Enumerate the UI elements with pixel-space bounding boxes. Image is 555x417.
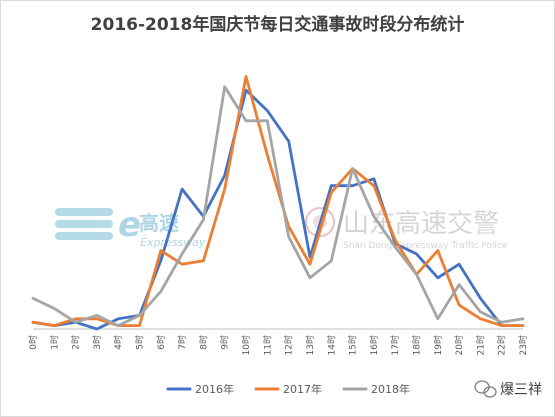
x-tick-label: 2时 [70, 335, 82, 350]
legend-label: 2016年 [195, 382, 234, 396]
x-tick-label: 21时 [474, 335, 486, 355]
x-tick-label: 14时 [325, 335, 337, 355]
x-tick-label: 0时 [27, 335, 39, 350]
x-tick-label: 13时 [304, 335, 316, 355]
x-tick-label: 16时 [368, 335, 380, 355]
chart-title: 2016-2018年国庆节每日交通事故时段分布统计 [90, 15, 465, 35]
x-tick-label: 15时 [347, 335, 359, 355]
series-line-3 [31, 85, 525, 328]
x-tick-label: 19时 [432, 335, 444, 355]
watermark-left-sub: Expressway [140, 236, 206, 249]
x-tick-label: 23时 [517, 335, 529, 355]
x-tick-label: 5时 [134, 335, 146, 350]
watermark-center-sub: Shan Dong Expressway Traffic Police [343, 241, 508, 251]
watermark-center-brand: 山东高速交警 [343, 209, 499, 239]
footer-account: 爆三祥 [474, 380, 542, 398]
x-tick-label: 20时 [453, 335, 465, 355]
wechat-icon [474, 380, 497, 398]
x-tick-label: 18时 [410, 335, 422, 355]
legend-label: 2017年 [283, 382, 322, 396]
x-tick-label: 4时 [112, 335, 124, 350]
x-tick-label: 1时 [48, 335, 60, 350]
x-tick-label: 8时 [197, 335, 209, 350]
expressway-logo-icon: e [55, 205, 141, 245]
x-tick-label: 11时 [261, 335, 273, 355]
axis-layer: 0时 1时 2时 3时 4时 5时 6时 7时 8时 9时 10时 11时 12时 13时 14时 15时 16… [27, 328, 529, 355]
series-line-1 [31, 88, 525, 331]
x-tick-label: 3时 [91, 335, 103, 350]
svg-text:e: e [118, 205, 141, 245]
x-tick-label: 17时 [389, 335, 401, 355]
series-layer [31, 75, 525, 331]
x-tick-label: 12时 [283, 335, 295, 355]
series-line-2 [31, 75, 525, 328]
x-tick-label: 10时 [240, 335, 252, 355]
legend-label: 2018年 [371, 382, 410, 396]
account-name: 爆三祥 [500, 382, 542, 398]
x-tick-label: 22时 [496, 335, 508, 355]
watermark-left: e 高速 Expressway [55, 205, 206, 249]
x-tick-label: 6时 [155, 335, 167, 350]
x-tick-label: 7时 [176, 335, 188, 350]
x-tick-label: 9时 [219, 335, 231, 350]
legend: 2016年 2017年 2018年 [166, 382, 410, 396]
